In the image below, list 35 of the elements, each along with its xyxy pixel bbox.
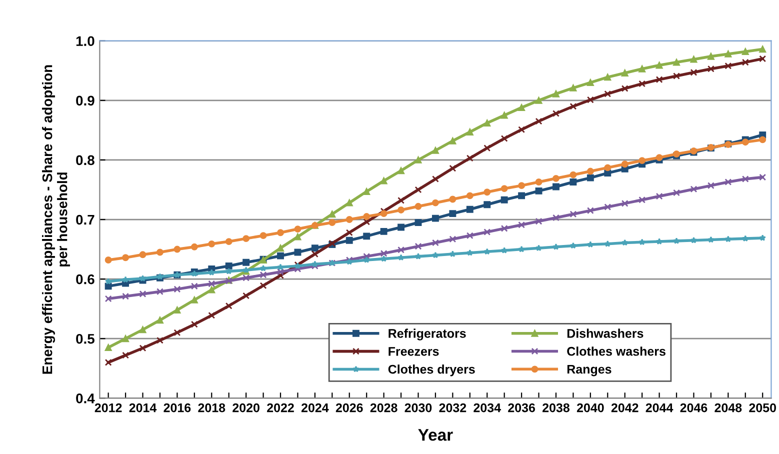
legend-label: Clothes dryers xyxy=(388,364,475,376)
x-axis-title: Year xyxy=(418,429,453,441)
y-tick-label: 0.6 xyxy=(76,274,94,284)
x-tick-label: 2012 xyxy=(94,403,122,412)
legend-label: Refrigerators xyxy=(388,328,466,340)
x-tick-label: 2040 xyxy=(576,403,604,412)
x-tick-label: 2036 xyxy=(508,403,536,412)
x-tick-label: 2030 xyxy=(404,403,432,412)
x-tick-label: 2048 xyxy=(714,403,742,412)
x-tick-label: 2050 xyxy=(749,403,776,412)
x-tick-label: 2038 xyxy=(542,403,570,412)
legend-label: Ranges xyxy=(567,364,612,376)
x-tick-label: 2022 xyxy=(267,403,294,412)
legend-label: Dishwashers xyxy=(567,328,644,338)
y-tick-label: 0.9 xyxy=(76,96,94,106)
y-tick-label: 0.7 xyxy=(76,214,94,225)
x-tick-label: 2028 xyxy=(370,403,398,412)
x-tick-label: 2042 xyxy=(611,403,638,412)
x-tick-label: 2016 xyxy=(164,403,191,412)
y-tick-label: 1.0 xyxy=(76,36,94,46)
y-tick-label: 0.5 xyxy=(76,334,94,344)
x-tick-label: 2032 xyxy=(439,403,466,412)
x-tick-label: 2034 xyxy=(474,403,501,412)
legend-label: Clothes washers xyxy=(567,346,666,356)
x-tick-label: 2018 xyxy=(198,403,226,412)
x-tick-label: 2020 xyxy=(232,403,260,412)
y-axis-title: Energy efficient appliances - Share of adoption per household xyxy=(42,65,70,374)
legend-label: Freezers xyxy=(388,347,439,356)
x-tick-label: 2044 xyxy=(646,403,674,412)
x-tick-label: 2026 xyxy=(336,403,363,412)
x-tick-label: 2046 xyxy=(680,403,708,412)
y-tick-label: 0.4 xyxy=(76,393,95,404)
x-tick-label: 2014 xyxy=(129,403,157,412)
x-tick-label: 2024 xyxy=(301,403,329,412)
y-tick-label: 0.8 xyxy=(76,155,94,166)
